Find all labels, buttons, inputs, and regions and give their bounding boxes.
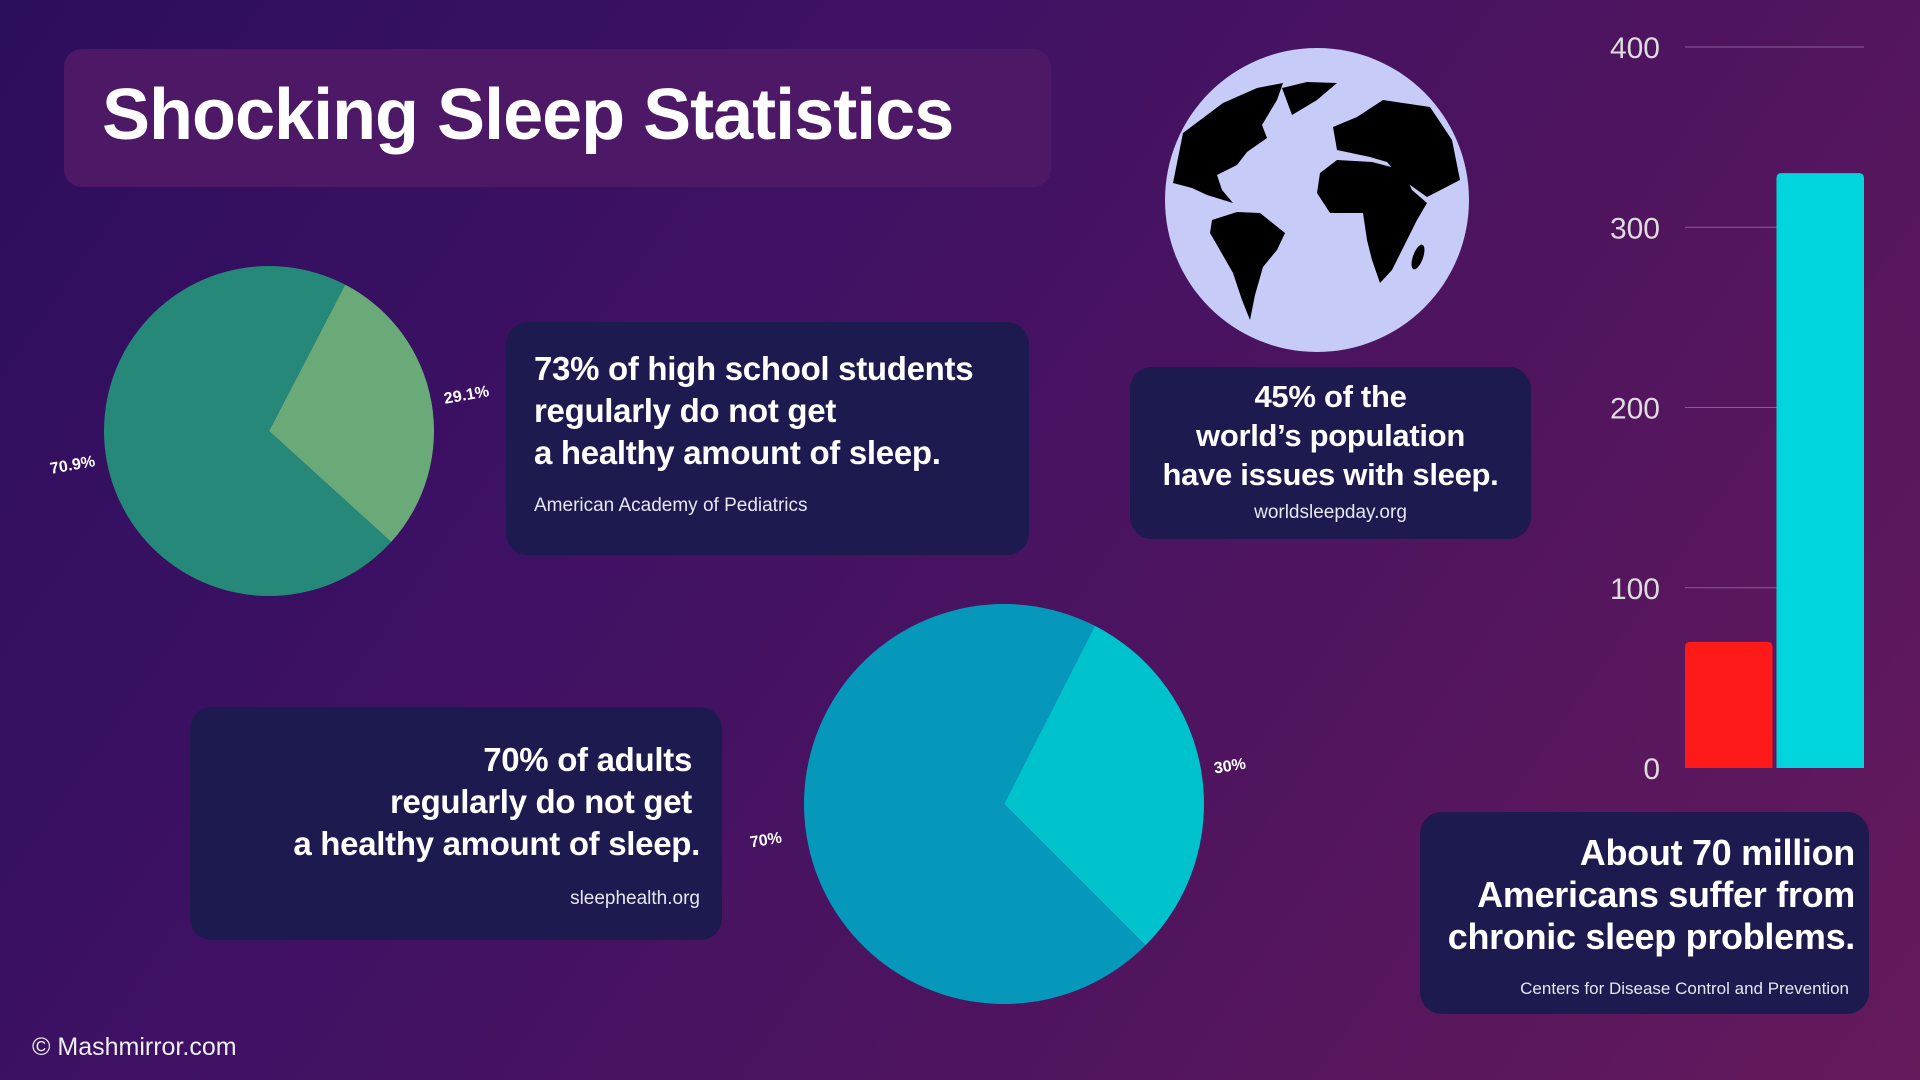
pie-slice <box>269 284 435 542</box>
y-tick-label: 200 <box>1610 393 1660 426</box>
stat-line: chronic sleep problems. <box>1447 916 1856 957</box>
title-banner <box>64 49 1051 187</box>
globe-icon <box>1165 48 1469 352</box>
stat-line: 45% of the <box>1254 379 1407 414</box>
y-tick-label: 300 <box>1610 212 1660 245</box>
stat-card-world: 45% of the world’s population have issue… <box>1130 367 1531 539</box>
y-tick-label: 0 <box>1643 753 1660 786</box>
stat-card-americans: About 70 million Americans suffer from c… <box>1420 812 1869 1014</box>
bar-chart: 0 100 200 300 400 <box>1610 32 1864 786</box>
pie-slice <box>104 265 392 596</box>
stat-line: a healthy amount of sleep. <box>534 434 941 471</box>
stat-line: 73% of high school students <box>534 350 974 387</box>
stat-text: 45% of the world’s population have issue… <box>1130 377 1531 494</box>
stat-card-adults: 70% of adults regularly do not get a hea… <box>190 707 722 940</box>
source-text: Centers for Disease Control and Preventi… <box>1520 979 1849 998</box>
stat-line: regularly do not get <box>389 783 692 820</box>
stat-text: 70% of adults regularly do not get a hea… <box>293 739 700 865</box>
source-text: American Academy of Pediatrics <box>534 495 808 516</box>
bar <box>1776 173 1864 769</box>
stat-line: a healthy amount of sleep. <box>293 825 700 862</box>
source-text: worldsleepday.org <box>1254 502 1407 523</box>
stat-line: About 70 million <box>1579 832 1856 873</box>
copyright-footer: © Mashmirror.com <box>32 1033 237 1061</box>
page-title: Shocking Sleep Statistics <box>102 75 954 155</box>
stat-text: About 70 million Americans suffer from c… <box>1447 832 1856 958</box>
stat-line: have issues with sleep. <box>1162 457 1499 492</box>
y-tick-label: 400 <box>1610 32 1660 65</box>
stat-card-students: 73% of high school students regularly do… <box>506 322 1029 555</box>
pie-chart-students <box>104 265 435 596</box>
stat-text: 73% of high school students regularly do… <box>534 348 974 474</box>
source-text: sleephealth.org <box>570 888 700 909</box>
stat-line: 70% of adults <box>483 741 692 778</box>
y-tick-label: 100 <box>1610 573 1660 606</box>
bar <box>1685 641 1773 768</box>
stat-line: Americans suffer from <box>1477 874 1855 915</box>
stat-line: world’s population <box>1196 418 1465 453</box>
stat-line: regularly do not get <box>534 392 837 429</box>
pie-chart-adults <box>804 604 1205 1004</box>
pie-slice <box>804 604 1146 1004</box>
pie-slice <box>1004 625 1205 946</box>
